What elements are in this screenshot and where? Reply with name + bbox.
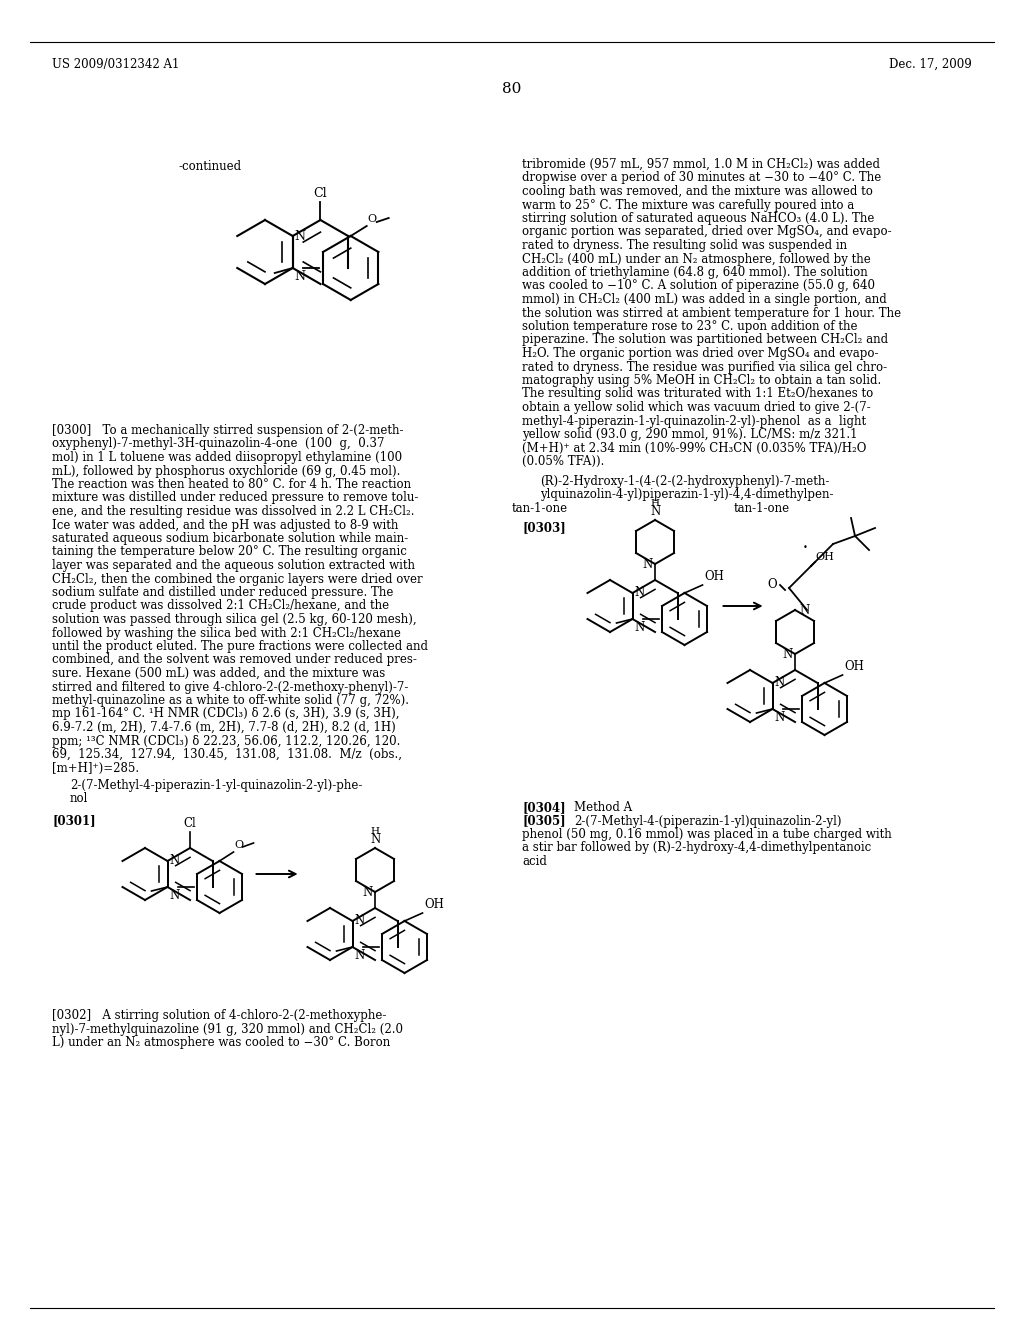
- Text: (R)-2-Hydroxy-1-(4-(2-(2-hydroxyphenyl)-7-meth-: (R)-2-Hydroxy-1-(4-(2-(2-hydroxyphenyl)-…: [540, 474, 829, 487]
- Text: N: N: [370, 833, 380, 846]
- Text: O: O: [767, 578, 777, 590]
- Text: methyl-quinazoline as a white to off-white solid (77 g, 72%).: methyl-quinazoline as a white to off-whi…: [52, 694, 409, 708]
- Text: addition of triethylamine (64.8 g, 640 mmol). The solution: addition of triethylamine (64.8 g, 640 m…: [522, 267, 867, 279]
- Text: [m+H]⁺)=285.: [m+H]⁺)=285.: [52, 762, 139, 775]
- Text: N: N: [782, 648, 793, 660]
- Text: crude product was dissolved 2:1 CH₂Cl₂/hexane, and the: crude product was dissolved 2:1 CH₂Cl₂/h…: [52, 599, 389, 612]
- Text: Dec. 17, 2009: Dec. 17, 2009: [889, 58, 972, 71]
- Text: solution temperature rose to 23° C. upon addition of the: solution temperature rose to 23° C. upon…: [522, 319, 857, 333]
- Text: obtain a yellow solid which was vacuum dried to give 2-(7-: obtain a yellow solid which was vacuum d…: [522, 401, 870, 414]
- Text: a stir bar followed by (R)-2-hydroxy-4,4-dimethylpentanoic: a stir bar followed by (R)-2-hydroxy-4,4…: [522, 842, 871, 854]
- Text: (M+H)⁺ at 2.34 min (10%-99% CH₃CN (0.035% TFA)/H₂O: (M+H)⁺ at 2.34 min (10%-99% CH₃CN (0.035…: [522, 441, 866, 454]
- Text: the solution was stirred at ambient temperature for 1 hour. The: the solution was stirred at ambient temp…: [522, 306, 901, 319]
- Text: taining the temperature below 20° C. The resulting organic: taining the temperature below 20° C. The…: [52, 545, 407, 558]
- Text: stirred and filtered to give 4-chloro-2-(2-methoxy-phenyl)-7-: stirred and filtered to give 4-chloro-2-…: [52, 681, 409, 693]
- Text: N: N: [643, 557, 653, 570]
- Text: CH₂Cl₂, then the combined the organic layers were dried over: CH₂Cl₂, then the combined the organic la…: [52, 573, 423, 586]
- Text: cooling bath was removed, and the mixture was allowed to: cooling bath was removed, and the mixtur…: [522, 185, 872, 198]
- Text: (0.05% TFA)).: (0.05% TFA)).: [522, 455, 604, 469]
- Text: -continued: -continued: [178, 160, 242, 173]
- Text: stirring solution of saturated aqueous NaHCO₃ (4.0 L). The: stirring solution of saturated aqueous N…: [522, 213, 874, 224]
- Text: tan-1-one: tan-1-one: [734, 502, 791, 515]
- Text: N: N: [799, 603, 809, 616]
- Text: OH: OH: [845, 660, 864, 673]
- Text: N: N: [170, 888, 180, 902]
- Text: saturated aqueous sodium bicarbonate solution while main-: saturated aqueous sodium bicarbonate sol…: [52, 532, 409, 545]
- Text: ylquinazolin-4-yl)piperazin-1-yl)-4,4-dimethylpen-: ylquinazolin-4-yl)piperazin-1-yl)-4,4-di…: [540, 488, 834, 502]
- Text: followed by washing the silica bed with 2:1 CH₂Cl₂/hexane: followed by washing the silica bed with …: [52, 627, 400, 639]
- Text: 2-(7-Methyl-4-piperazin-1-yl-quinazolin-2-yl)-phe-: 2-(7-Methyl-4-piperazin-1-yl-quinazolin-…: [70, 779, 362, 792]
- Text: mmol) in CH₂Cl₂ (400 mL) was added in a single portion, and: mmol) in CH₂Cl₂ (400 mL) was added in a …: [522, 293, 887, 306]
- Text: The reaction was then heated to 80° C. for 4 h. The reaction: The reaction was then heated to 80° C. f…: [52, 478, 411, 491]
- Text: N: N: [650, 506, 660, 517]
- Text: piperazine. The solution was partitioned between CH₂Cl₂ and: piperazine. The solution was partitioned…: [522, 334, 888, 346]
- Text: [0300]   To a mechanically stirred suspension of 2-(2-meth-: [0300] To a mechanically stirred suspens…: [52, 424, 403, 437]
- Text: nyl)-7-methylquinazoline (91 g, 320 mmol) and CH₂Cl₂ (2.0: nyl)-7-methylquinazoline (91 g, 320 mmol…: [52, 1023, 403, 1035]
- Text: rated to dryness. The residue was purified via silica gel chro-: rated to dryness. The residue was purifi…: [522, 360, 887, 374]
- Text: N: N: [354, 915, 365, 928]
- Text: layer was separated and the aqueous solution extracted with: layer was separated and the aqueous solu…: [52, 558, 415, 572]
- Text: The resulting solid was triturated with 1:1 Et₂O/hexanes to: The resulting solid was triturated with …: [522, 388, 873, 400]
- Text: N: N: [635, 620, 645, 634]
- Text: Cl: Cl: [183, 817, 197, 830]
- Text: [0303]: [0303]: [522, 521, 565, 535]
- Text: 6.9-7.2 (m, 2H), 7.4-7.6 (m, 2H), 7.7-8 (d, 2H), 8.2 (d, 1H): 6.9-7.2 (m, 2H), 7.4-7.6 (m, 2H), 7.7-8 …: [52, 721, 395, 734]
- Text: H: H: [371, 828, 380, 836]
- Text: US 2009/0312342 A1: US 2009/0312342 A1: [52, 58, 179, 71]
- Text: N: N: [354, 949, 365, 962]
- Text: O: O: [234, 840, 244, 850]
- Text: dropwise over a period of 30 minutes at −30 to −40° C. The: dropwise over a period of 30 minutes at …: [522, 172, 882, 185]
- Text: Cl: Cl: [313, 187, 328, 201]
- Text: oxyphenyl)-7-methyl-3H-quinazolin-4-one  (100  g,  0.37: oxyphenyl)-7-methyl-3H-quinazolin-4-one …: [52, 437, 384, 450]
- Text: phenol (50 mg, 0.16 mmol) was placed in a tube charged with: phenol (50 mg, 0.16 mmol) was placed in …: [522, 828, 892, 841]
- Text: sodium sulfate and distilled under reduced pressure. The: sodium sulfate and distilled under reduc…: [52, 586, 393, 599]
- Text: ene, and the resulting residue was dissolved in 2.2 L CH₂Cl₂.: ene, and the resulting residue was disso…: [52, 506, 415, 517]
- Text: OH: OH: [425, 898, 444, 911]
- Text: N: N: [295, 230, 306, 243]
- Text: yellow solid (93.0 g, 290 mmol, 91%). LC/MS: m/z 321.1: yellow solid (93.0 g, 290 mmol, 91%). LC…: [522, 428, 857, 441]
- Text: combined, and the solvent was removed under reduced pres-: combined, and the solvent was removed un…: [52, 653, 417, 667]
- Text: 69,  125.34,  127.94,  130.45,  131.08,  131.08.  M/z  (obs.,: 69, 125.34, 127.94, 130.45, 131.08, 131.…: [52, 748, 402, 762]
- Text: Ice water was added, and the pH was adjusted to 8-9 with: Ice water was added, and the pH was adju…: [52, 519, 398, 532]
- Text: H₂O. The organic portion was dried over MgSO₄ and evapo-: H₂O. The organic portion was dried over …: [522, 347, 879, 360]
- Text: L) under an N₂ atmosphere was cooled to −30° C. Boron: L) under an N₂ atmosphere was cooled to …: [52, 1036, 390, 1049]
- Text: mp 161-164° C. ¹H NMR (CDCl₃) δ 2.6 (s, 3H), 3.9 (s, 3H),: mp 161-164° C. ¹H NMR (CDCl₃) δ 2.6 (s, …: [52, 708, 399, 721]
- Text: N: N: [170, 854, 180, 867]
- Text: N: N: [774, 711, 784, 723]
- Text: solution was passed through silica gel (2.5 kg, 60-120 mesh),: solution was passed through silica gel (…: [52, 612, 417, 626]
- Text: nol: nol: [70, 792, 88, 805]
- Text: OH: OH: [815, 552, 834, 562]
- Text: 2-(7-Methyl-4-(piperazin-1-yl)quinazolin-2-yl): 2-(7-Methyl-4-(piperazin-1-yl)quinazolin…: [574, 814, 842, 828]
- Text: organic portion was separated, dried over MgSO₄, and evapo-: organic portion was separated, dried ove…: [522, 226, 892, 239]
- Text: [0304]: [0304]: [522, 801, 565, 814]
- Text: was cooled to −10° C. A solution of piperazine (55.0 g, 640: was cooled to −10° C. A solution of pipe…: [522, 280, 874, 293]
- Text: mL), followed by phosphorus oxychloride (69 g, 0.45 mol).: mL), followed by phosphorus oxychloride …: [52, 465, 400, 478]
- Text: rated to dryness. The resulting solid was suspended in: rated to dryness. The resulting solid wa…: [522, 239, 847, 252]
- Text: H: H: [650, 499, 659, 508]
- Text: O: O: [368, 214, 377, 224]
- Text: N: N: [635, 586, 645, 599]
- Text: CH₂Cl₂ (400 mL) under an N₂ atmosphere, followed by the: CH₂Cl₂ (400 mL) under an N₂ atmosphere, …: [522, 252, 870, 265]
- Text: [0305]: [0305]: [522, 814, 565, 828]
- Text: ppm; ¹³C NMR (CDCl₃) δ 22.23, 56.06, 112.2, 120.26, 120.: ppm; ¹³C NMR (CDCl₃) δ 22.23, 56.06, 112…: [52, 734, 400, 747]
- Text: 80: 80: [503, 82, 521, 96]
- Text: [0302]   A stirring solution of 4-chloro-2-(2-methoxyphe-: [0302] A stirring solution of 4-chloro-2…: [52, 1008, 386, 1022]
- Text: N: N: [774, 676, 784, 689]
- Text: OH: OH: [705, 570, 724, 583]
- Text: mol) in 1 L toluene was added diisopropyl ethylamine (100: mol) in 1 L toluene was added diisopropy…: [52, 451, 402, 465]
- Text: •: •: [803, 543, 808, 552]
- Text: Method A: Method A: [574, 801, 632, 814]
- Text: tan-1-one: tan-1-one: [512, 502, 568, 515]
- Text: N: N: [362, 886, 373, 899]
- Text: until the product eluted. The pure fractions were collected and: until the product eluted. The pure fract…: [52, 640, 428, 653]
- Text: N: N: [295, 271, 306, 282]
- Text: warm to 25° C. The mixture was carefully poured into a: warm to 25° C. The mixture was carefully…: [522, 198, 854, 211]
- Text: sure. Hexane (500 mL) was added, and the mixture was: sure. Hexane (500 mL) was added, and the…: [52, 667, 385, 680]
- Text: acid: acid: [522, 855, 547, 869]
- Text: matography using 5% MeOH in CH₂Cl₂ to obtain a tan solid.: matography using 5% MeOH in CH₂Cl₂ to ob…: [522, 374, 882, 387]
- Text: tribromide (957 mL, 957 mmol, 1.0 M in CH₂Cl₂) was added: tribromide (957 mL, 957 mmol, 1.0 M in C…: [522, 158, 880, 172]
- Text: methyl-4-piperazin-1-yl-quinazolin-2-yl)-phenol  as a  light: methyl-4-piperazin-1-yl-quinazolin-2-yl)…: [522, 414, 866, 428]
- Text: mixture was distilled under reduced pressure to remove tolu-: mixture was distilled under reduced pres…: [52, 491, 419, 504]
- Text: [0301]: [0301]: [52, 814, 95, 828]
